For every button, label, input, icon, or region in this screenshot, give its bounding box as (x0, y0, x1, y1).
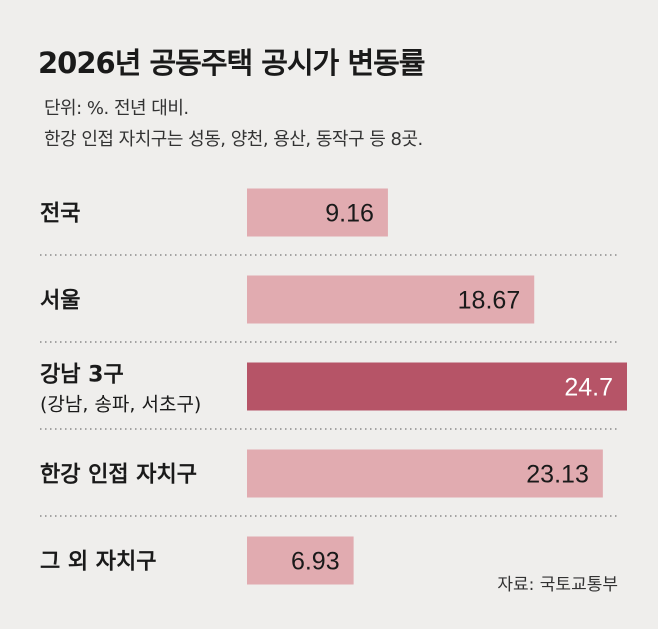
category-label: 그 외 자치구 (40, 550, 157, 575)
chart-subtitle-note: 한강 인접 자치구는 성동, 양천, 용산, 동작구 등 8곳. (44, 129, 423, 150)
bar (247, 362, 627, 411)
value-label: 24.7 (564, 374, 613, 402)
chart-subtitle-unit: 단위: %. 전년 대비. (44, 98, 189, 119)
bar (247, 449, 603, 498)
category-label: 한강 인접 자치구 (40, 463, 197, 488)
category-label: 전국 (40, 202, 80, 227)
value-label: 6.93 (291, 548, 340, 576)
category-label: 서울 (40, 289, 80, 314)
bar (247, 275, 535, 324)
category-sublabel: (강남, 송파, 서초구) (40, 394, 201, 416)
source-note: 자료: 국토교통부 (497, 575, 618, 595)
bar (247, 188, 388, 237)
value-label: 18.67 (458, 287, 521, 315)
chart-title: 2026년 공동주택 공시가 변동률 (38, 46, 425, 80)
bar (247, 536, 354, 585)
value-label: 23.13 (526, 461, 589, 489)
value-label: 9.16 (325, 200, 374, 228)
category-label: 강남 3구 (40, 363, 124, 388)
